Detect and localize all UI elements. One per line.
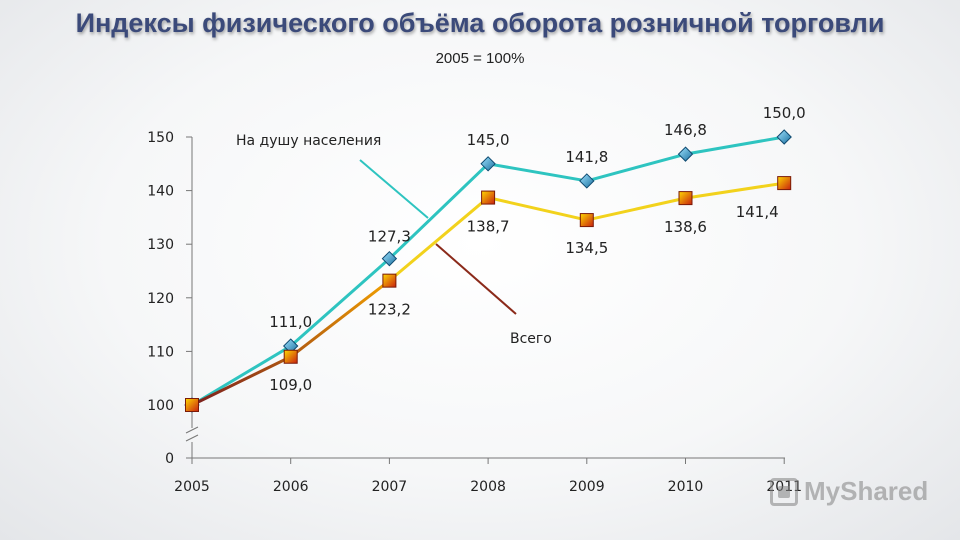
legend-leader-total <box>435 243 517 315</box>
watermark-text: MyShared <box>804 476 929 506</box>
x-tick-label: 2007 <box>372 479 408 495</box>
data-label-total: 141,4 <box>736 203 779 221</box>
data-label-per-capita: 145,0 <box>467 131 510 149</box>
data-label-total: 138,6 <box>664 218 707 236</box>
axis-break-mark <box>185 434 199 442</box>
data-label-total: 109,0 <box>269 376 312 394</box>
chart-series-lines <box>191 135 785 407</box>
data-point-total <box>283 349 298 364</box>
data-point-per-capita <box>381 250 398 267</box>
chart-axes: 0 100 110 120 130 140 150 2005 2006 2007 2008 2009 2… <box>147 130 802 495</box>
legend-leader-per-capita <box>359 159 429 219</box>
y-tick-label: 0 <box>165 451 174 467</box>
y-tick-label: 120 <box>147 291 174 307</box>
x-tick-label: 2008 <box>470 479 506 495</box>
legend-label-total: Всего <box>510 331 552 347</box>
legend-label-per-capita: На душу населения <box>236 133 381 149</box>
data-label-per-capita: 146,8 <box>664 121 707 139</box>
series-line-total <box>388 181 785 282</box>
data-point-total <box>185 398 199 412</box>
x-tick-label: 2010 <box>668 479 704 495</box>
chart-title: Индексы физического объёма оборота розни… <box>75 8 885 38</box>
x-tick-label: 2009 <box>569 479 605 495</box>
data-label-per-capita: 141,8 <box>565 148 608 166</box>
chart-data-labels: 111,0 127,3 145,0 141,8 146,8 150,0 109,0 123,2… <box>269 104 805 394</box>
data-label-per-capita: 150,0 <box>763 104 806 122</box>
data-label-total: 123,2 <box>368 301 411 319</box>
y-tick-label: 110 <box>147 344 174 360</box>
data-point-total <box>777 176 792 191</box>
chart-legend: На душу населения Всего <box>236 133 552 347</box>
data-label-per-capita: 111,0 <box>269 313 312 331</box>
watermark: MyShared <box>770 476 928 507</box>
chart-subtitle: 2005 = 100% <box>435 50 525 67</box>
myshared-logo-icon <box>770 477 798 506</box>
data-point-per-capita <box>579 173 595 189</box>
y-tick-label: 130 <box>147 237 174 253</box>
y-tick-label: 100 <box>147 398 174 414</box>
x-tick-label: 2005 <box>174 479 210 495</box>
y-tick-label: 140 <box>147 184 174 200</box>
data-point-per-capita <box>480 156 496 172</box>
data-label-per-capita: 127,3 <box>368 228 411 246</box>
data-label-total: 134,5 <box>565 239 608 257</box>
x-tick-label: 2006 <box>273 479 309 495</box>
data-point-total <box>481 190 496 205</box>
data-label-total: 138,7 <box>467 218 510 236</box>
data-point-total <box>382 273 397 288</box>
axis-break-mark <box>185 426 199 434</box>
data-point-total <box>678 191 693 206</box>
y-tick-label: 150 <box>147 130 174 146</box>
data-point-per-capita <box>677 146 694 162</box>
data-point-per-capita <box>776 129 792 145</box>
series-line-per-capita <box>191 135 785 407</box>
chart-markers <box>184 129 792 413</box>
data-point-total <box>579 213 594 228</box>
